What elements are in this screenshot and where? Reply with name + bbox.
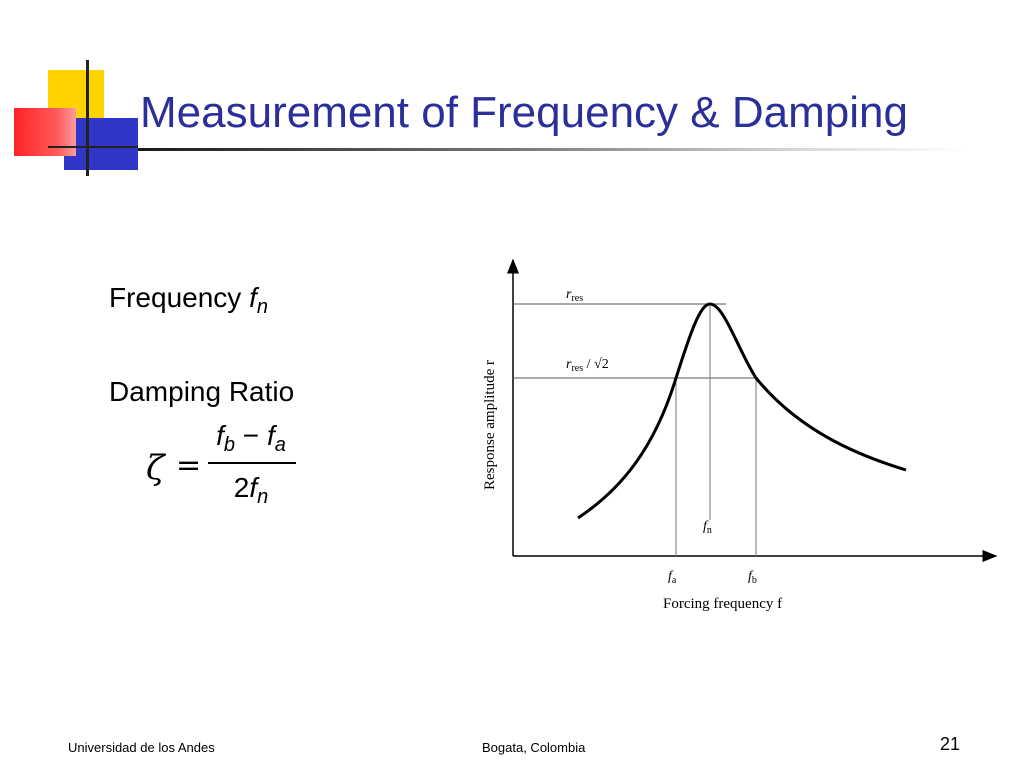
response-curve — [577, 302, 907, 520]
logo-horizontal-line — [48, 146, 138, 148]
logo-red-square — [14, 108, 76, 156]
fb-tick-label: fb — [748, 569, 757, 586]
fn-annotation: fn — [703, 519, 712, 536]
slide-logo-decoration — [0, 0, 140, 180]
fb-symbol: f — [748, 569, 754, 584]
denominator-sub: n — [257, 486, 269, 508]
r-res-annotation: rres — [566, 287, 583, 304]
formula-equals: = — [176, 448, 202, 483]
logo-vertical-line — [86, 60, 89, 176]
r-half-symbol: r — [566, 357, 572, 372]
slide-title: Measurement of Frequency & Damping — [140, 88, 908, 137]
title-underline — [138, 148, 968, 151]
denominator-coef: 2 — [233, 472, 250, 503]
numerator-sub2: a — [274, 434, 286, 456]
formula-denominator: 2fn — [208, 472, 294, 509]
formula-fraction-bar — [208, 462, 296, 464]
x-axis-label: Forcing frequency f — [663, 596, 782, 612]
numerator-f1: f — [216, 420, 224, 451]
slide-page-number: 21 — [940, 734, 961, 754]
fa-symbol: f — [668, 569, 674, 584]
formula-numerator: fb − fa — [208, 420, 294, 457]
r-half-annotation: rres / √2 — [566, 357, 609, 374]
footer-institution: Universidad de los Andes — [68, 740, 215, 755]
y-axis-label: Response amplitude r — [482, 360, 498, 490]
footer-location: Bogata, Colombia — [482, 740, 586, 755]
frequency-label: Frequency — [109, 282, 242, 313]
r-half-suffix: / √2 — [583, 357, 609, 372]
fa-subscript: a — [672, 575, 677, 586]
numerator-minus: − — [235, 420, 267, 451]
damping-ratio-label: Damping Ratio — [109, 376, 295, 407]
frequency-label-line: Frequency fn — [109, 282, 268, 319]
r-res-subscript: res — [571, 293, 583, 304]
denominator-f: f — [249, 472, 258, 503]
numerator-sub1: b — [223, 434, 236, 456]
fn-symbol: f — [703, 519, 709, 534]
frequency-subscript: n — [256, 296, 268, 318]
r-half-subscript: res — [571, 363, 583, 374]
r-res-symbol: r — [566, 287, 572, 302]
fa-tick-label: fa — [668, 569, 677, 586]
resonance-curve-figure: rres rres / √2 fn fa fb Forcing frequenc… — [482, 258, 998, 612]
damping-ratio-formula: ζ = fb − fa 2fn — [146, 418, 316, 518]
fn-subscript: n — [707, 525, 712, 536]
formula-zeta: ζ — [146, 448, 165, 488]
fb-subscript: b — [752, 575, 757, 586]
numerator-f2: f — [266, 420, 275, 451]
frequency-symbol: f — [249, 282, 257, 313]
logo-blue-square — [64, 118, 138, 170]
